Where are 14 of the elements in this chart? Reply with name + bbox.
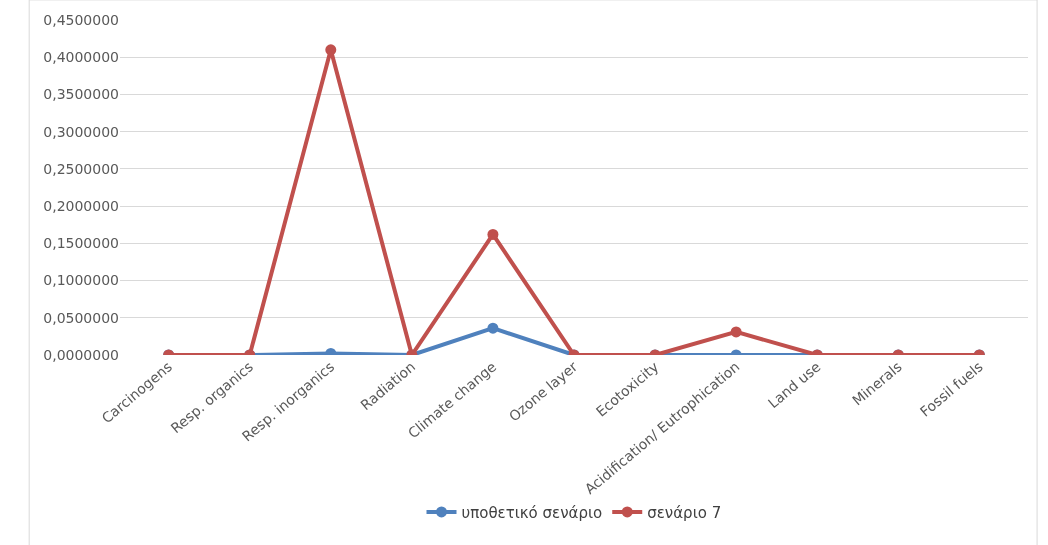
point: [487, 228, 499, 240]
point: [325, 44, 337, 56]
y-tick-label: 0,1500000: [43, 235, 119, 252]
y-tick-label: 0,1000000: [43, 272, 119, 289]
y-tick-label: 0,3500000: [43, 86, 119, 103]
y-tick-label: 0,3000000: [43, 123, 119, 140]
y-tick-label: 0,0500000: [43, 309, 119, 326]
y-tick-label: 0,4000000: [43, 49, 119, 66]
y-tick-label: 0,0000000: [43, 346, 119, 363]
y-tick-label: 0,2500000: [43, 160, 119, 177]
legend-label: σενάριο 7: [647, 503, 722, 522]
y-tick-label: 0,4500000: [43, 11, 119, 28]
y-tick-label: 0,2000000: [43, 198, 119, 215]
legend-label: υποθετικό σενάριο: [461, 503, 603, 522]
